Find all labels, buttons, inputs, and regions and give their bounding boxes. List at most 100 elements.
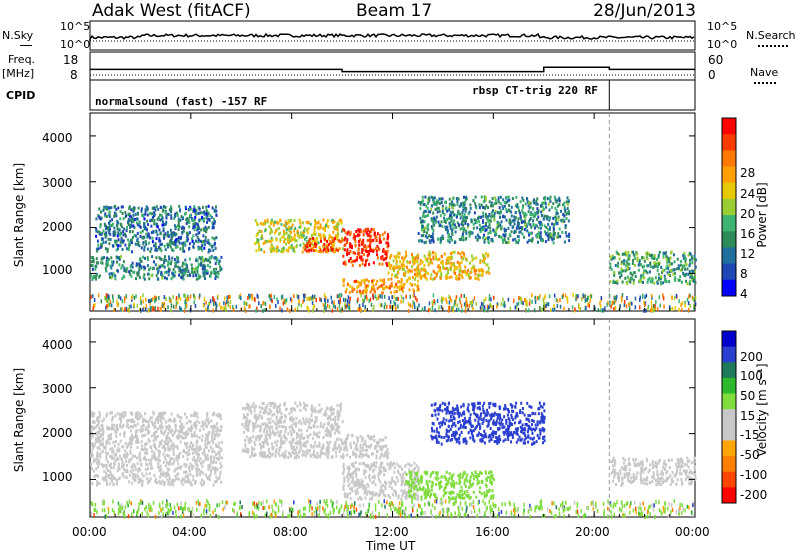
power-cell — [366, 227, 369, 231]
velocity-cell — [186, 441, 189, 445]
velocity-cell — [262, 443, 265, 447]
velocity-cell — [124, 413, 127, 417]
power-cell — [461, 232, 464, 236]
velocity-cell — [93, 458, 96, 462]
power-cell — [503, 227, 506, 231]
power-cell — [498, 235, 501, 238]
velocity-cell — [268, 407, 271, 411]
velocity-cell — [271, 413, 274, 417]
power-cell — [340, 221, 343, 225]
velocity-cell — [308, 421, 311, 425]
power-cell — [212, 221, 215, 225]
power-cell — [197, 273, 200, 277]
power-cell — [113, 233, 116, 237]
power-cell — [273, 249, 276, 253]
power-cell — [690, 273, 693, 277]
power-cell — [290, 246, 293, 250]
power-cell — [95, 277, 98, 281]
power-cell — [661, 269, 664, 273]
velocity-cell — [290, 446, 293, 450]
power-cell — [162, 229, 165, 233]
power-cell — [636, 256, 639, 260]
velocity-cell — [381, 448, 384, 451]
velocity-cell — [96, 482, 99, 485]
power-cell — [633, 271, 636, 275]
vel-cbar-tick-100: 100 — [740, 369, 763, 383]
power-cell — [459, 252, 462, 256]
velocity-cell — [159, 481, 161, 485]
velocity-cell — [356, 477, 359, 481]
velocity-cell — [218, 412, 221, 416]
power-cell — [532, 219, 535, 223]
velocity-cell — [245, 424, 248, 428]
velocity-cell — [100, 463, 103, 467]
power-cell — [337, 239, 340, 243]
power-cell — [314, 242, 316, 246]
power-cell — [414, 256, 417, 260]
power-cell — [108, 242, 111, 246]
velocity-cell — [179, 430, 182, 434]
velocity-cell — [262, 441, 265, 445]
power-cell — [341, 239, 343, 243]
velocity-cell — [107, 469, 109, 472]
velocity-cell — [195, 470, 198, 474]
power-cell — [159, 243, 162, 247]
velocity-cell — [269, 451, 271, 455]
power-cell — [95, 247, 98, 251]
power-cell — [309, 241, 311, 245]
power-cell — [647, 252, 650, 256]
velocity-cell — [296, 404, 299, 408]
power-cell — [158, 237, 161, 241]
power-cell — [505, 201, 508, 205]
power-cell — [457, 197, 460, 201]
power-cell — [463, 195, 465, 199]
velocity-cell — [325, 428, 328, 432]
power-cell — [167, 261, 170, 265]
power-cell — [109, 223, 112, 227]
velocity-cell — [185, 435, 187, 439]
power-cell — [193, 228, 196, 232]
power-cell — [140, 259, 143, 263]
power-cell — [312, 238, 315, 242]
velocity-cell — [342, 472, 345, 475]
power-cell — [130, 269, 133, 273]
velocity-cell — [92, 469, 95, 473]
power-cell — [448, 240, 451, 244]
velocity-cell — [215, 413, 218, 417]
power-cell — [542, 217, 545, 221]
velocity-cell — [169, 457, 172, 461]
power-cell — [435, 203, 438, 207]
power-cell — [207, 211, 210, 215]
power-cell — [475, 219, 478, 223]
power-cell — [621, 260, 624, 264]
power-cell — [421, 260, 424, 264]
power-cell — [548, 218, 551, 222]
power-cell — [316, 240, 319, 244]
power-cell — [519, 230, 522, 234]
power-cell — [641, 275, 644, 279]
velocity-cell — [213, 480, 216, 484]
velocity-cell — [109, 470, 112, 473]
velocity-cell — [298, 451, 300, 454]
power-cell — [690, 276, 693, 279]
velocity-cell — [191, 467, 194, 471]
power-cell — [446, 217, 449, 221]
velocity-cell — [357, 484, 360, 488]
power-cell — [344, 263, 347, 267]
power-cell — [208, 256, 211, 260]
power-cell — [523, 214, 526, 218]
velocity-cell — [93, 412, 96, 415]
power-cell — [446, 256, 449, 260]
power-cell — [390, 254, 393, 257]
velocity-cell — [299, 438, 302, 442]
power-cell — [612, 256, 615, 260]
power-cell — [477, 219, 480, 223]
power-cell — [472, 222, 475, 226]
velocity-cell — [187, 432, 189, 436]
velocity-cell — [339, 408, 342, 412]
power-cell — [325, 246, 328, 250]
power-cell — [351, 264, 354, 267]
power-cell — [118, 256, 121, 259]
velocity-cell — [354, 444, 357, 448]
velocity-cell — [201, 478, 203, 482]
